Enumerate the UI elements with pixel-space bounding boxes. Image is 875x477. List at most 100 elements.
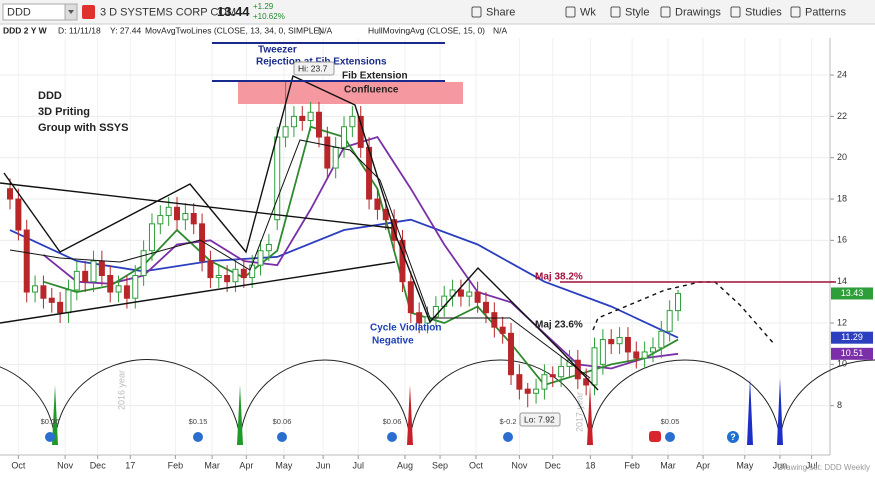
annotation: Negative bbox=[372, 336, 414, 347]
symbol[interactable]: DDD bbox=[7, 6, 31, 18]
year-watermark: 2017 year bbox=[574, 392, 584, 432]
lo-label: Lo: 7.92 bbox=[524, 414, 555, 424]
event-icon[interactable] bbox=[503, 432, 513, 442]
projection bbox=[592, 281, 776, 346]
candle-body bbox=[616, 336, 623, 345]
annotation: Tweezer bbox=[258, 45, 297, 56]
x-tick-label: Apr bbox=[696, 460, 710, 470]
toolbar-button[interactable]: Studies bbox=[745, 6, 782, 18]
event-label: $0.06 bbox=[383, 417, 402, 426]
candle-body bbox=[224, 274, 231, 283]
help-icon[interactable] bbox=[727, 431, 739, 443]
toolbar-button[interactable]: Style bbox=[625, 6, 649, 18]
study-label: DDD 2 Y W bbox=[3, 25, 48, 35]
candle-body bbox=[366, 146, 373, 200]
event-label: $0.06 bbox=[273, 417, 292, 426]
candle-body bbox=[65, 289, 72, 314]
candle-body bbox=[399, 239, 406, 283]
x-tick-label: Jul bbox=[352, 460, 364, 470]
candle-body bbox=[649, 347, 656, 353]
candle-body bbox=[132, 274, 139, 299]
candle-body bbox=[491, 312, 498, 328]
dividend-icon[interactable] bbox=[649, 431, 661, 442]
x-tick-label: May bbox=[275, 460, 293, 470]
trendline bbox=[0, 182, 393, 229]
candle-body bbox=[624, 336, 631, 353]
x-tick-label: Feb bbox=[624, 460, 640, 470]
candle-body bbox=[474, 291, 481, 303]
toolbar-button[interactable]: Drawings bbox=[675, 6, 721, 18]
candle-body bbox=[407, 281, 414, 314]
toolbar-icon[interactable] bbox=[610, 6, 621, 18]
alert-icon[interactable] bbox=[82, 5, 95, 19]
confluence-zone bbox=[238, 82, 463, 104]
hi-label-box bbox=[293, 61, 335, 76]
candle-body bbox=[332, 146, 339, 169]
trendline bbox=[0, 261, 396, 324]
candle-body bbox=[608, 339, 615, 345]
x-tick-label: Jun bbox=[316, 460, 331, 470]
candle-body bbox=[7, 188, 14, 200]
price-tag-label: 11.29 bbox=[841, 332, 863, 342]
study-bar: DDD 2 Y W D: 11/11/18 Y: 27.44 MovAvgTwoLin… bbox=[3, 25, 508, 35]
study-label: Y: 27.44 bbox=[110, 25, 141, 35]
candle-body bbox=[583, 378, 590, 386]
x-tick-label: Sep bbox=[432, 460, 448, 470]
toolbar-icon[interactable] bbox=[790, 6, 801, 18]
candle-body bbox=[299, 115, 306, 122]
candle-body bbox=[148, 223, 155, 252]
annotation: Cycle Violation bbox=[370, 323, 442, 334]
candle-body bbox=[57, 301, 64, 314]
zigzag-inner bbox=[379, 179, 591, 379]
toolbar-icon[interactable] bbox=[660, 6, 671, 18]
annotation: Confluence bbox=[344, 85, 399, 96]
toolbar-button[interactable]: Wk bbox=[580, 6, 596, 18]
candle-body bbox=[157, 215, 164, 225]
candle-body bbox=[274, 136, 281, 221]
candle-body bbox=[549, 374, 556, 378]
toolbar-button[interactable]: Patterns bbox=[805, 6, 846, 18]
event-label: $0.05 bbox=[661, 417, 680, 426]
event-label: $0.06 bbox=[41, 417, 60, 426]
candle-body bbox=[416, 312, 423, 324]
annotation: Maj 38.2% bbox=[535, 272, 583, 283]
toolbar-icon[interactable] bbox=[471, 6, 482, 18]
dropdown-arrow bbox=[68, 10, 74, 14]
cycle-spike bbox=[52, 385, 58, 445]
hi-label: Hi: 23.7 bbox=[298, 63, 328, 73]
event-icon[interactable] bbox=[277, 432, 287, 442]
toolbar-icon[interactable] bbox=[565, 6, 576, 18]
candle-body bbox=[82, 270, 89, 283]
cycle-arc bbox=[779, 359, 875, 446]
price-marks: 13.43 11.29 10.51 bbox=[7, 81, 873, 408]
candle-body bbox=[48, 297, 55, 303]
price-tag-label: 10.51 bbox=[841, 348, 864, 358]
cycle-arc bbox=[54, 359, 241, 446]
event-icon[interactable] bbox=[665, 432, 675, 442]
candle-body bbox=[32, 285, 39, 293]
candle-body bbox=[107, 274, 114, 293]
event-icon[interactable] bbox=[45, 432, 55, 442]
event-icon[interactable] bbox=[387, 432, 397, 442]
candle-body bbox=[382, 208, 389, 221]
toolbar-icon[interactable] bbox=[730, 6, 741, 18]
cycle-spike bbox=[407, 385, 413, 445]
indicator-line bbox=[9, 218, 679, 339]
candle-body bbox=[599, 339, 606, 365]
candle-body bbox=[165, 206, 172, 217]
toolbar-button[interactable]: Share bbox=[486, 6, 515, 18]
y-tick-label: 10 bbox=[837, 359, 847, 369]
candle-body bbox=[174, 206, 181, 221]
y-tick-label: 12 bbox=[837, 317, 847, 327]
candle-body bbox=[23, 229, 30, 293]
annotation: DDD bbox=[38, 90, 62, 102]
x-tick-label: 18 bbox=[585, 460, 595, 470]
x-tick-label: Nov bbox=[57, 460, 74, 470]
candle-body bbox=[257, 250, 264, 266]
study-label: HullMovingAvg (CLOSE, 15, 0) bbox=[368, 25, 485, 35]
event-icon[interactable] bbox=[193, 432, 203, 442]
candle-body bbox=[40, 285, 47, 299]
annotation: 3D Priting bbox=[38, 106, 90, 118]
candle-body bbox=[591, 347, 598, 386]
candle-body bbox=[182, 213, 189, 221]
